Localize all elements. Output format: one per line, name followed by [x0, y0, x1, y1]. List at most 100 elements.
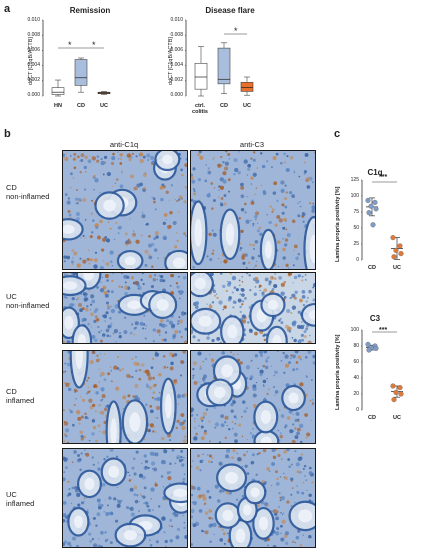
tissue-cell	[83, 165, 87, 170]
tissue-cell	[266, 467, 270, 471]
tissue-crypt-lumen	[63, 281, 77, 290]
tissue-crypt-lumen	[162, 154, 173, 165]
tissue-cell	[240, 415, 243, 418]
tissue-cell	[208, 460, 211, 463]
row-label-cd-inflamed: CD inflamed	[6, 387, 34, 405]
tissue-crypt-lumen	[298, 509, 313, 523]
tissue-cell	[194, 418, 196, 420]
tissue-cell	[299, 543, 303, 547]
tissue-cell	[247, 321, 250, 324]
tissue-cell	[139, 152, 144, 157]
tissue-cell	[99, 411, 101, 413]
tissue-cell	[111, 185, 114, 187]
tissue-crypt	[300, 302, 315, 327]
tissue-cell	[178, 290, 183, 295]
tissue-cell	[255, 279, 260, 284]
tissue-cell	[278, 505, 281, 508]
tissue-cell	[89, 359, 94, 365]
tissue-cell	[222, 308, 224, 311]
tissue-cell	[279, 161, 283, 165]
tissue-cell	[69, 155, 72, 157]
tissue-cell	[233, 172, 236, 176]
tissue-cell	[204, 357, 208, 361]
tissue-cell	[111, 279, 114, 283]
tissue-cell	[242, 261, 246, 265]
remission-ytick: 0.004	[27, 62, 40, 68]
tissue-cell	[208, 420, 211, 423]
ihc-image-cd-noninflamed-c3	[190, 150, 316, 270]
ihc-image-cd-inflamed-c1q	[62, 350, 188, 444]
tissue-cell	[175, 232, 178, 234]
tissue-cell	[294, 435, 299, 439]
tissue-cell	[251, 453, 255, 457]
tissue-cell	[135, 356, 137, 358]
tissue-cell	[184, 185, 187, 189]
tissue-cell	[160, 459, 166, 465]
tissue-cell	[294, 418, 298, 423]
tissue-cell	[295, 535, 300, 540]
tissue-cell	[197, 351, 202, 356]
tissue-cell	[119, 157, 122, 160]
tissue-cell	[91, 299, 96, 304]
tissue-cell	[144, 249, 149, 254]
tissue-cell	[88, 439, 91, 442]
tissue-cell	[119, 369, 122, 372]
tissue-cell	[138, 510, 140, 512]
tissue-cell	[197, 339, 201, 342]
tissue-cell	[166, 366, 169, 369]
tissue-cell	[84, 415, 88, 420]
tissue-cell	[67, 387, 72, 392]
tissue-cell	[284, 363, 290, 368]
tissue-cell	[258, 452, 261, 455]
tissue-cell	[288, 191, 293, 195]
tissue-cell	[273, 512, 278, 516]
tissue-cell	[101, 248, 105, 252]
tissue-cell	[91, 403, 96, 408]
remission-plot	[42, 19, 111, 97]
tissue-cell	[296, 470, 300, 474]
tissue-cell	[70, 502, 73, 505]
tissue-cell	[72, 257, 74, 259]
tissue-cell	[222, 171, 227, 176]
tissue-cell	[220, 197, 224, 200]
tissue-cell	[284, 238, 289, 242]
tissue-cell	[63, 370, 65, 374]
tissue-cell	[118, 285, 121, 288]
tissue-cell	[148, 386, 153, 390]
tissue-cell	[84, 237, 86, 239]
tissue-cell	[211, 338, 215, 343]
tissue-cell	[263, 351, 268, 354]
tissue-cell	[130, 174, 134, 179]
tissue-crypt-lumen	[194, 218, 202, 247]
tissue-cell	[113, 238, 116, 241]
tissue-cell	[165, 545, 167, 547]
tissue-cell	[212, 522, 217, 528]
tissue-cell	[159, 278, 164, 283]
tissue-cell	[154, 416, 156, 419]
tissue-cell	[128, 474, 131, 477]
tissue-cell	[86, 305, 89, 308]
tissue-cell	[197, 177, 202, 182]
tissue-cell	[245, 266, 248, 269]
tissue-cell	[113, 365, 118, 370]
c3-point	[391, 397, 397, 403]
tissue-cell	[99, 353, 102, 355]
tissue-cell	[295, 256, 299, 261]
tissue-cell	[302, 303, 306, 307]
tissue-cell	[223, 420, 227, 424]
tissue-cell	[230, 402, 234, 407]
tissue-cell	[265, 359, 268, 363]
tissue-cell	[152, 509, 154, 511]
tissue-cell	[276, 527, 280, 530]
tissue-cell	[143, 314, 146, 317]
tissue-crypt-lumen	[77, 334, 87, 343]
tissue-cell	[148, 274, 153, 279]
tissue-cell	[106, 279, 109, 282]
tissue-cell	[179, 297, 181, 300]
remission-cat-uc: UC	[100, 103, 108, 109]
tissue-cell	[290, 357, 292, 360]
tissue-cell	[308, 289, 312, 294]
tissue-cell	[77, 503, 81, 507]
tissue-cell	[282, 512, 285, 515]
tissue-cell	[67, 197, 71, 200]
